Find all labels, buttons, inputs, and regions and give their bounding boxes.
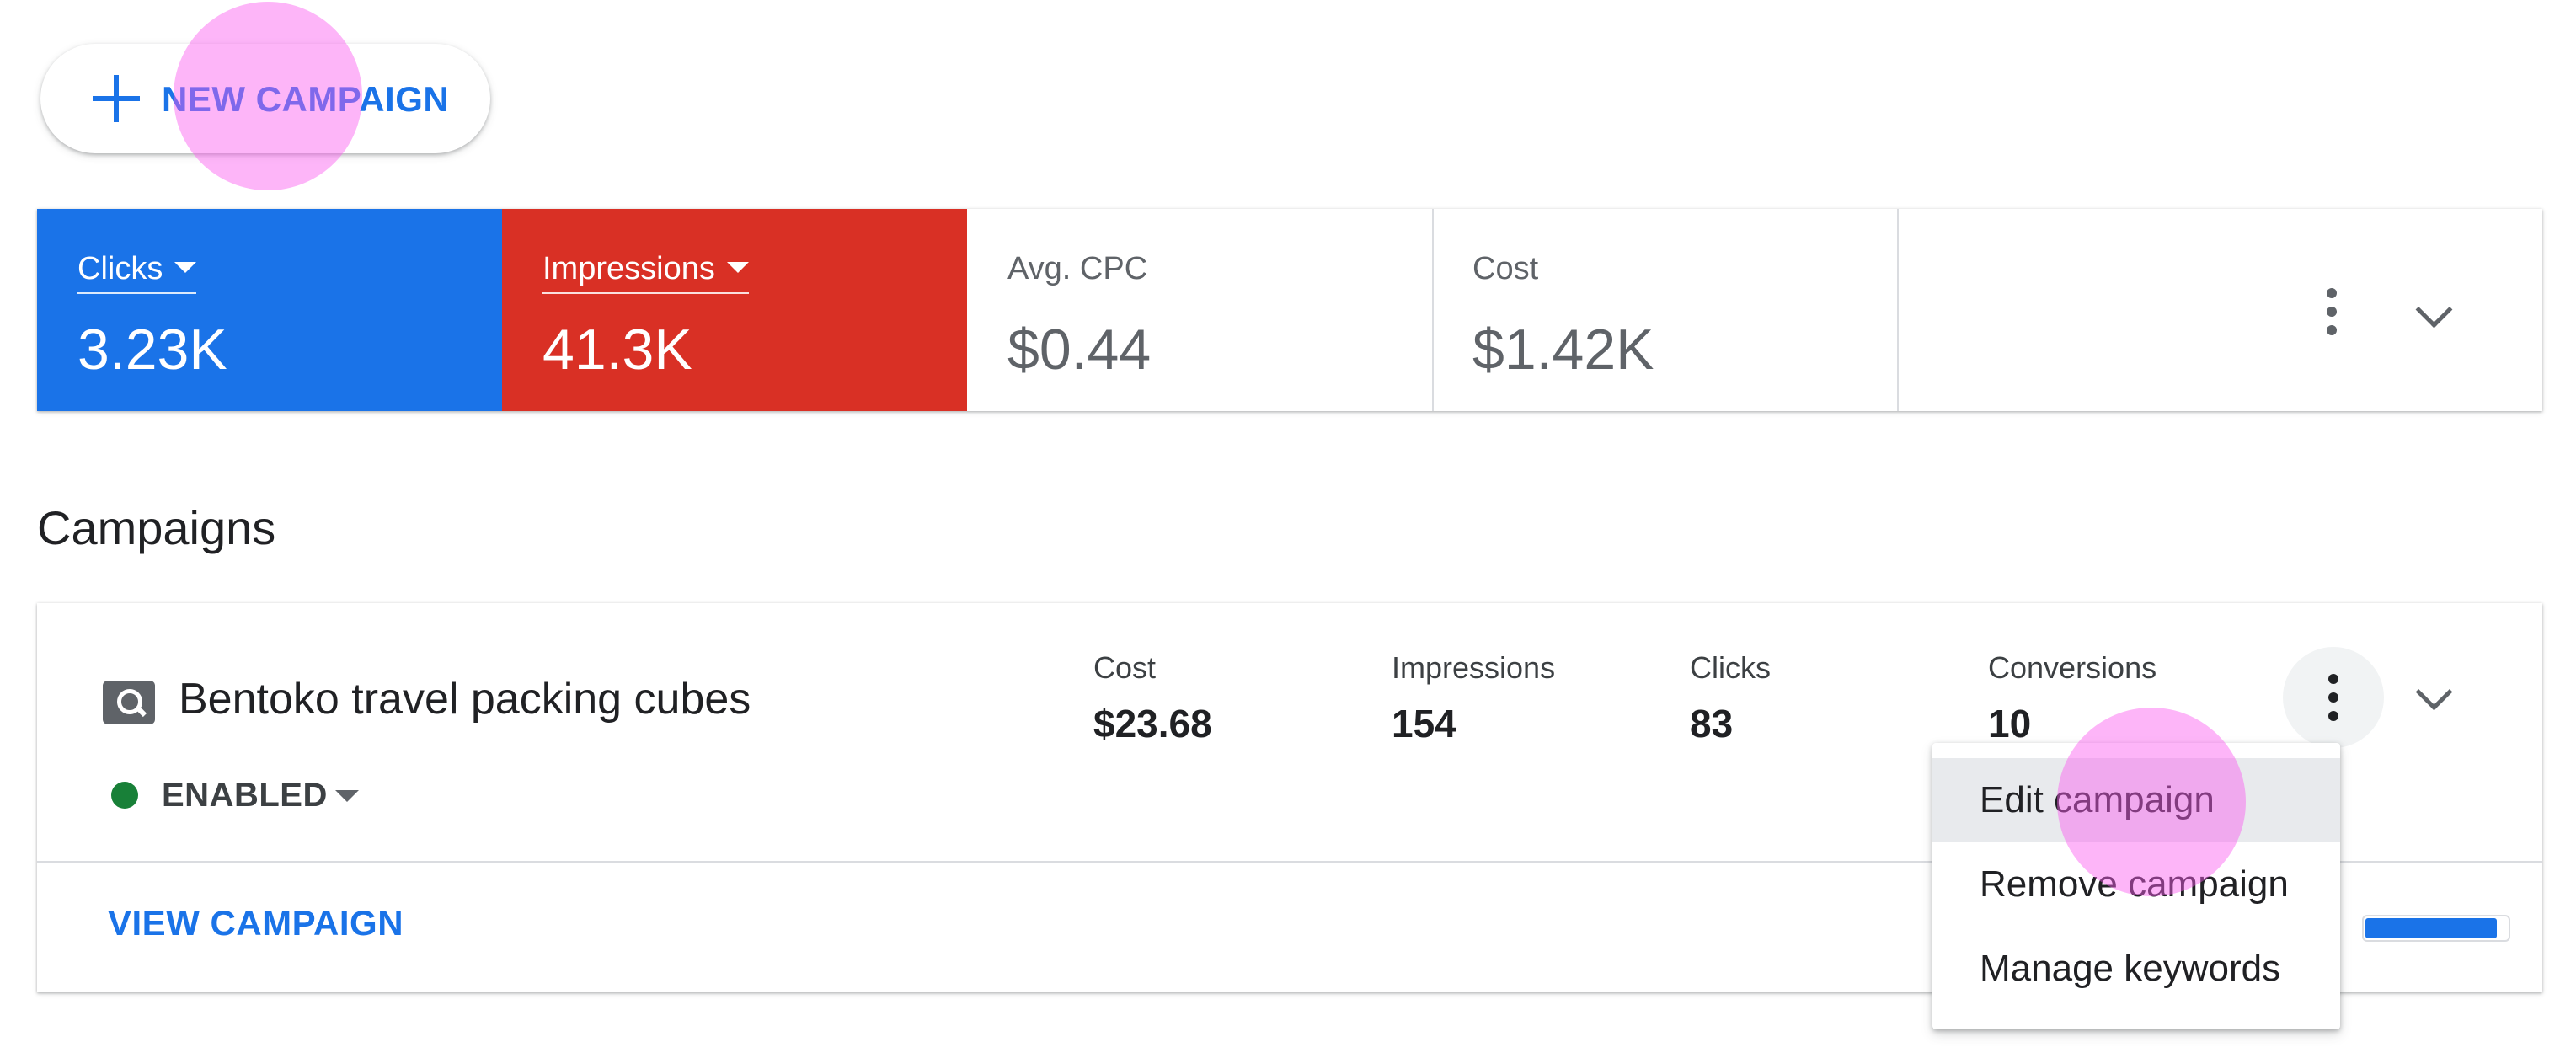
divider — [37, 861, 2542, 863]
menu-item-remove-campaign[interactable]: Remove campaign — [1980, 863, 2289, 905]
metric-selector-impressions[interactable]: Impressions — [542, 251, 749, 294]
metric-tile-cost[interactable]: Cost $1.42K — [1432, 209, 1899, 411]
campaign-actions-menu: Edit campaign Remove campaign Manage key… — [1932, 743, 2340, 1029]
stat-value: $23.68 — [1093, 702, 1212, 745]
budget-progress-fill — [2365, 918, 2497, 938]
plus-icon — [93, 75, 140, 122]
new-campaign-button[interactable]: NEW CAMPAIGN — [40, 44, 490, 153]
metric-value-cost: $1.42K — [1472, 318, 1654, 382]
stat-conversions: Conversions 10 — [1988, 650, 2156, 746]
status-selector[interactable]: ENABLED — [162, 777, 328, 814]
stat-label: Cost — [1093, 650, 1157, 685]
metric-value-clicks: 3.23K — [77, 318, 227, 382]
search-campaign-icon — [103, 681, 155, 724]
view-campaign-link[interactable]: VIEW CAMPAIGN — [108, 903, 404, 943]
stat-clicks: Clicks 83 — [1690, 650, 1771, 746]
metric-label: Impressions — [542, 251, 715, 286]
status-dot-icon — [111, 782, 138, 809]
metric-selector-clicks[interactable]: Clicks — [77, 251, 197, 294]
menu-item-edit-campaign[interactable]: Edit campaign — [1932, 758, 2340, 842]
campaign-menu-button[interactable] — [2283, 647, 2384, 748]
dropdown-arrow-icon — [726, 262, 749, 274]
menu-item-manage-keywords[interactable]: Manage keywords — [1980, 948, 2281, 989]
new-campaign-label: NEW CAMPAIGN — [162, 79, 450, 119]
stat-value: 10 — [1988, 702, 2032, 745]
dropdown-arrow-icon — [174, 262, 197, 274]
budget-progress-bar — [2362, 915, 2510, 942]
dropdown-arrow-icon[interactable] — [335, 790, 359, 802]
metric-tile-impressions[interactable]: Impressions 41.3K — [502, 209, 967, 411]
section-title: Campaigns — [37, 501, 276, 554]
stat-value: 83 — [1690, 702, 1734, 745]
metric-tile-avg-cpc[interactable]: Avg. CPC $0.44 — [967, 209, 1434, 411]
chevron-down-icon[interactable] — [2415, 291, 2453, 329]
stat-value: 154 — [1392, 702, 1456, 745]
metric-value-impressions: 41.3K — [542, 318, 692, 382]
metric-label-cost: Cost — [1472, 251, 1539, 286]
stat-impressions: Impressions 154 — [1392, 650, 1555, 746]
metrics-strip: Clicks 3.23K Impressions 41.3K Avg. CPC … — [37, 209, 2542, 411]
more-vert-icon[interactable] — [2327, 288, 2337, 335]
stat-label: Clicks — [1690, 650, 1771, 685]
stat-label: Impressions — [1392, 650, 1556, 685]
stat-cost: Cost $23.68 — [1093, 650, 1212, 746]
chevron-down-icon[interactable] — [2415, 673, 2453, 711]
metric-value-avg-cpc: $0.44 — [1007, 318, 1152, 382]
campaign-name: Bentoko travel packing cubes — [179, 675, 751, 724]
stat-label: Conversions — [1988, 650, 2157, 685]
metric-tile-clicks[interactable]: Clicks 3.23K — [37, 209, 502, 411]
metric-label: Clicks — [77, 251, 163, 286]
more-vert-icon — [2328, 674, 2338, 721]
metric-label-avg-cpc: Avg. CPC — [1007, 251, 1148, 286]
